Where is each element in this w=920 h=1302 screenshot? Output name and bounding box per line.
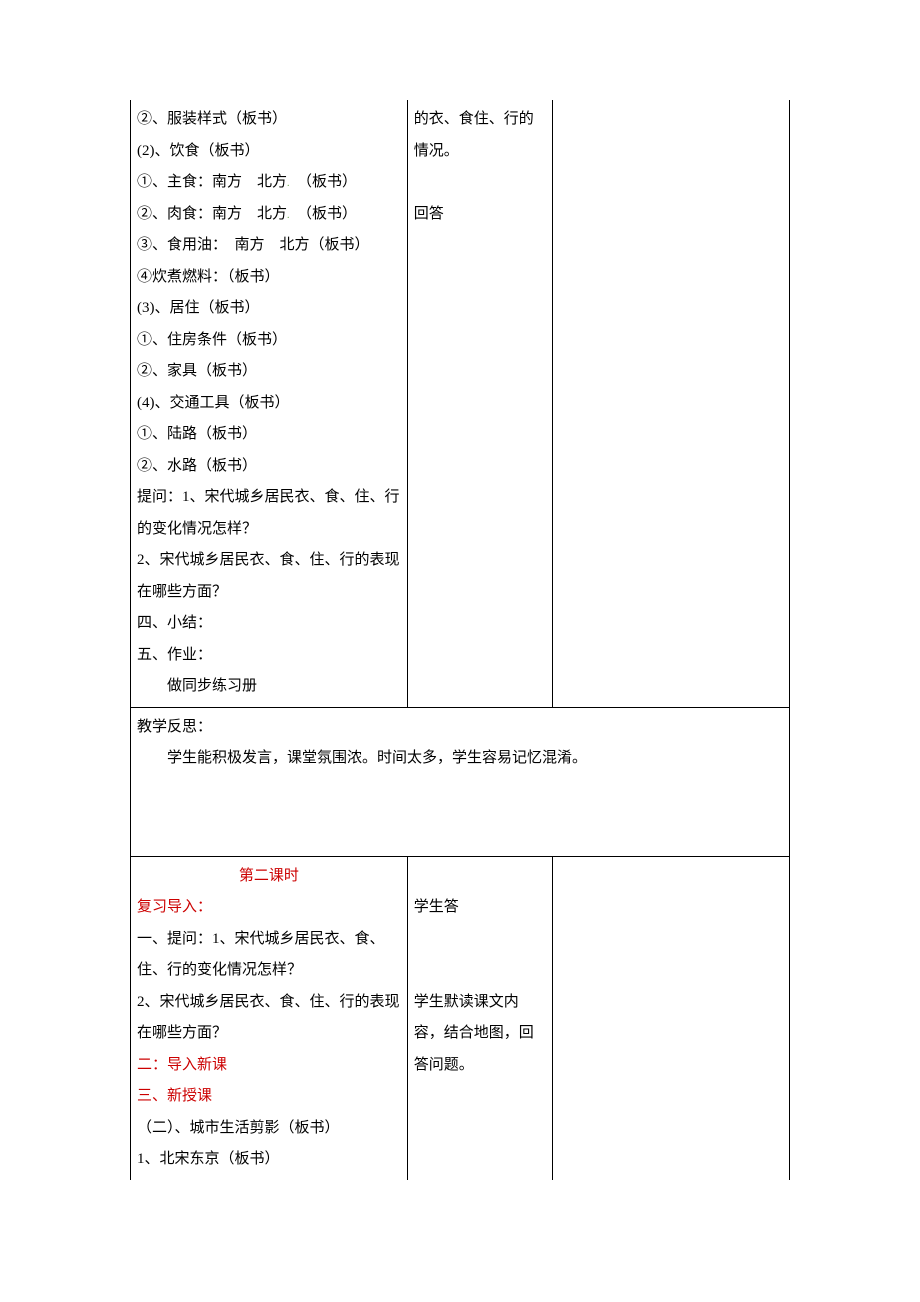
s2-l4: 二：导入新课	[137, 1050, 401, 1082]
reflection-row: 教学反思： 学生能积极发言，课堂氛围浓。时间太多，学生容易记忆混淆。	[131, 707, 790, 856]
section1-col1: ②、服装样式（板书） (2)、饮食（板书） ①、主食：南方 北方. （板书） ②…	[131, 100, 408, 707]
section2-col1: 第二课时 复习导入： 一、提问：1、宋代城乡居民衣、食、住、行的变化情况怎样？ …	[131, 856, 408, 1180]
line: ②、水路（板书）	[137, 451, 401, 483]
line: 做同步练习册	[137, 671, 401, 703]
s2-l2: 一、提问：1、宋代城乡居民衣、食、住、行的变化情况怎样？	[137, 924, 401, 987]
line: ①、住房条件（板书）	[137, 325, 401, 357]
s2-col2-b: 学生默读课文内容，结合地图，回答问题。	[414, 987, 546, 1082]
s2-l7: 1、北宋东京（板书）	[137, 1144, 401, 1176]
lesson2-title: 第二课时	[137, 861, 401, 893]
reflection-body: 学生能积极发言，课堂氛围浓。时间太多，学生容易记忆混淆。	[137, 743, 783, 775]
s2-col2-a: 学生答	[414, 892, 546, 924]
reflection-cell: 教学反思： 学生能积极发言，课堂氛围浓。时间太多，学生容易记忆混淆。	[131, 707, 790, 856]
line: (3)、居住（板书）	[137, 293, 401, 325]
line: 五、作业：	[137, 640, 401, 672]
page: ②、服装样式（板书） (2)、饮食（板书） ①、主食：南方 北方. （板书） ②…	[0, 0, 920, 1302]
line: 提问：1、宋代城乡居民衣、食、住、行的变化情况怎样？	[137, 482, 401, 545]
s2-l1: 复习导入：	[137, 892, 401, 924]
dot-icon: .	[287, 178, 290, 189]
section1-col2: 的衣、食住、行的情况。 回答	[407, 100, 552, 707]
line: ②、肉食：南方 北方. （板书）	[137, 199, 401, 231]
lesson-table: ②、服装样式（板书） (2)、饮食（板书） ①、主食：南方 北方. （板书） ②…	[130, 100, 790, 1180]
section2-col3	[552, 856, 789, 1180]
col2-top: 的衣、食住、行的情况。	[414, 104, 546, 167]
line: 2、宋代城乡居民衣、食、住、行的表现在哪些方面？	[137, 545, 401, 608]
line: 四、小结：	[137, 608, 401, 640]
s2-l5: 三、新授课	[137, 1081, 401, 1113]
line: ③、食用油： 南方 北方（板书）	[137, 230, 401, 262]
reflection-label: 教学反思：	[137, 712, 783, 744]
dot-icon: .	[287, 210, 290, 221]
section1-row: ②、服装样式（板书） (2)、饮食（板书） ①、主食：南方 北方. （板书） ②…	[131, 100, 790, 707]
line: ②、家具（板书）	[137, 356, 401, 388]
col2-mid: 回答	[414, 199, 546, 231]
line: (4)、交通工具（板书）	[137, 388, 401, 420]
line: ①、主食：南方 北方. （板书）	[137, 167, 401, 199]
line: ②、服装样式（板书）	[137, 104, 401, 136]
line: ④炊煮燃料：（板书）	[137, 262, 401, 294]
section2-col2: 学生答 学生默读课文内容，结合地图，回答问题。	[407, 856, 552, 1180]
line: (2)、饮食（板书）	[137, 136, 401, 168]
line: ①、陆路（板书）	[137, 419, 401, 451]
s2-l3: 2、宋代城乡居民衣、食、住、行的表现在哪些方面？	[137, 987, 401, 1050]
section2-row: 第二课时 复习导入： 一、提问：1、宋代城乡居民衣、食、住、行的变化情况怎样？ …	[131, 856, 790, 1180]
s2-l6: （二）、城市生活剪影（板书）	[137, 1113, 401, 1145]
section1-col3	[552, 100, 789, 707]
